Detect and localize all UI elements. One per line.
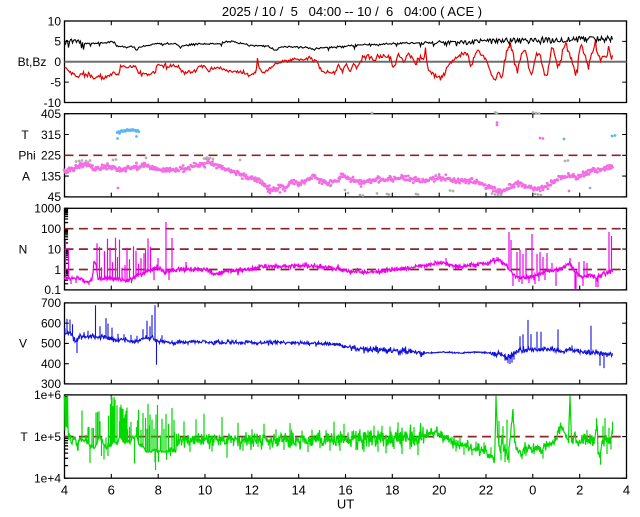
svg-text:-10: -10: [44, 96, 62, 110]
svg-text:A: A: [22, 169, 30, 183]
svg-text:Phi: Phi: [18, 149, 35, 163]
svg-text:45: 45: [48, 190, 62, 204]
svg-text:5: 5: [54, 35, 61, 49]
svg-text:12: 12: [245, 483, 259, 498]
svg-text:4: 4: [623, 483, 630, 498]
svg-text:700: 700: [41, 296, 61, 310]
svg-text:16: 16: [338, 483, 352, 498]
svg-text:N: N: [19, 242, 28, 256]
svg-text:1000: 1000: [34, 202, 61, 216]
svg-text:600: 600: [41, 317, 61, 331]
svg-text:135: 135: [41, 169, 61, 183]
svg-text:-5: -5: [50, 75, 61, 89]
svg-text:10: 10: [198, 483, 212, 498]
svg-text:V: V: [19, 337, 27, 351]
svg-text:1e+4: 1e+4: [34, 472, 61, 486]
svg-text:300: 300: [41, 377, 61, 391]
svg-text:400: 400: [41, 357, 61, 371]
svg-text:Bt,Bz: Bt,Bz: [18, 55, 47, 69]
svg-text:UT: UT: [337, 497, 354, 512]
svg-text:1e+5: 1e+5: [34, 430, 61, 444]
svg-text:14: 14: [291, 483, 305, 498]
svg-text:22: 22: [479, 483, 493, 498]
svg-text:405: 405: [41, 107, 61, 121]
svg-text:T: T: [21, 128, 29, 142]
svg-text:10: 10: [48, 242, 62, 256]
svg-text:0.1: 0.1: [44, 283, 61, 297]
svg-text:18: 18: [385, 483, 399, 498]
svg-text:1e+6: 1e+6: [34, 388, 61, 402]
svg-text:315: 315: [41, 128, 61, 142]
svg-text:1: 1: [54, 263, 61, 277]
svg-text:8: 8: [155, 483, 162, 498]
svg-text:20: 20: [432, 483, 446, 498]
svg-text:T: T: [20, 430, 28, 444]
svg-text:225: 225: [41, 149, 61, 163]
svg-text:4: 4: [61, 483, 68, 498]
svg-text:0: 0: [54, 55, 61, 69]
svg-text:0: 0: [529, 483, 536, 498]
svg-text:500: 500: [41, 337, 61, 351]
svg-text:6: 6: [108, 483, 115, 498]
svg-text:100: 100: [41, 222, 61, 236]
svg-text:2: 2: [576, 483, 583, 498]
svg-text:2025 / 10 / 5 04:00 -- 10 /: 2025 / 10 / 5 04:00 -- 10 / 6 04:00 ( AC…: [222, 4, 482, 19]
svg-text:10: 10: [48, 14, 62, 28]
